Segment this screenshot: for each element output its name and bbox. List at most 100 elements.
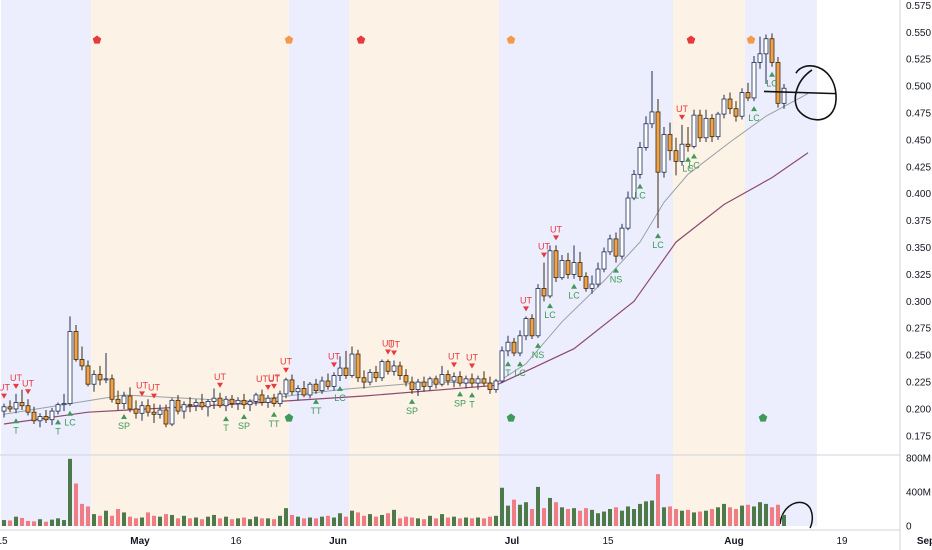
volume-bar-125 bbox=[752, 506, 756, 526]
candle-body-12 bbox=[73, 331, 79, 360]
signal-26: T bbox=[505, 361, 511, 378]
candle-body-9 bbox=[55, 404, 61, 412]
pentagon-6 bbox=[284, 413, 294, 422]
candle-body-109 bbox=[655, 111, 661, 173]
band-3 bbox=[349, 0, 499, 526]
volume-bar-108 bbox=[650, 500, 654, 526]
candle-body-28 bbox=[169, 399, 175, 425]
candle-body-72 bbox=[433, 378, 439, 385]
price-tick-5: 0.450 bbox=[906, 135, 931, 146]
candle-body-116 bbox=[697, 114, 703, 139]
signal-label-26: T bbox=[505, 368, 511, 378]
candle-body-41 bbox=[247, 401, 253, 406]
volume-bar-66 bbox=[398, 518, 402, 526]
volume-bar-21 bbox=[128, 516, 132, 526]
candle-41 bbox=[247, 399, 253, 412]
volume-bar-124 bbox=[746, 504, 750, 526]
volume-bar-44 bbox=[266, 518, 270, 526]
candle-body-52 bbox=[313, 383, 319, 392]
volume-bar-19 bbox=[116, 509, 120, 526]
candle-body-45 bbox=[271, 397, 277, 404]
candle-26 bbox=[157, 404, 163, 419]
signal-arrow-27 bbox=[517, 361, 523, 367]
candle-body-83 bbox=[499, 350, 505, 382]
candle-body-35 bbox=[211, 397, 217, 402]
pentagon-1 bbox=[284, 35, 294, 44]
grid bbox=[0, 0, 901, 550]
volume-bar-8 bbox=[50, 519, 54, 526]
candle-18 bbox=[109, 374, 115, 403]
candle-body-118 bbox=[709, 117, 715, 138]
candle-body-119 bbox=[715, 113, 721, 138]
volume-bar-109 bbox=[656, 474, 660, 526]
price-tick-13: 0.250 bbox=[906, 351, 931, 362]
candle-59 bbox=[355, 349, 361, 383]
candle-42 bbox=[253, 392, 259, 406]
hand-drawn-annotation bbox=[763, 65, 837, 529]
candle-body-113 bbox=[679, 143, 685, 162]
candle-body-54 bbox=[325, 380, 331, 387]
signal-label-5: LC bbox=[64, 418, 76, 428]
candle-body-100 bbox=[601, 251, 607, 270]
signal-label-17: UT bbox=[328, 351, 340, 361]
volume-bar-5 bbox=[32, 521, 36, 526]
signal-arrow-4 bbox=[55, 419, 61, 425]
volume-bar-95 bbox=[572, 508, 576, 526]
volume-bar-129 bbox=[776, 504, 780, 526]
candle-body-53 bbox=[319, 380, 325, 392]
signal-29: NS bbox=[532, 342, 544, 360]
candle-body-8 bbox=[49, 410, 55, 421]
candle-129 bbox=[775, 57, 781, 108]
candle-body-127 bbox=[763, 38, 769, 55]
candle-64 bbox=[385, 359, 391, 375]
volume-bar-26 bbox=[158, 516, 162, 526]
candle-body-1 bbox=[7, 406, 13, 410]
signal-label-28: UT bbox=[520, 295, 532, 305]
candle-body-19 bbox=[115, 398, 121, 404]
candle-body-68 bbox=[409, 381, 415, 390]
signal-arrow-39 bbox=[691, 153, 697, 159]
candle-47 bbox=[283, 377, 289, 399]
signal-35: LC bbox=[634, 183, 646, 201]
candle-31 bbox=[187, 397, 193, 413]
volume-bar-41 bbox=[248, 519, 252, 526]
candle-72 bbox=[433, 375, 439, 389]
candle-body-101 bbox=[607, 238, 613, 253]
signal-38: LC bbox=[682, 156, 694, 174]
candle-78 bbox=[469, 373, 475, 388]
signal-label-25: T bbox=[469, 399, 475, 409]
candle-35 bbox=[211, 388, 217, 409]
pentagon-7 bbox=[506, 413, 516, 422]
volume-bar-45 bbox=[272, 519, 276, 526]
candle-79 bbox=[475, 375, 481, 390]
candle-90 bbox=[541, 262, 547, 302]
candle-95 bbox=[571, 245, 577, 279]
candle-1 bbox=[7, 400, 13, 413]
signal-14: UT bbox=[280, 357, 292, 373]
band-1 bbox=[91, 0, 289, 526]
candle-body-13 bbox=[79, 359, 85, 367]
candle-body-46 bbox=[277, 393, 283, 404]
candle-106 bbox=[637, 142, 643, 179]
signal-label-11: SP bbox=[238, 421, 250, 431]
signal-17: UT bbox=[328, 351, 340, 368]
signal-label-4: T bbox=[55, 426, 61, 436]
candle-119 bbox=[715, 111, 721, 140]
time-tick-5: 15 bbox=[602, 536, 614, 547]
candle-46 bbox=[277, 390, 283, 407]
candle-body-107 bbox=[643, 123, 649, 148]
volume-bar-4 bbox=[26, 520, 30, 526]
signal-label-22: UT bbox=[448, 351, 460, 361]
candle-body-40 bbox=[241, 399, 247, 406]
price-tick-12: 0.275 bbox=[906, 324, 931, 335]
candle-39 bbox=[235, 397, 241, 411]
candle-body-106 bbox=[637, 147, 643, 175]
volume-tick-1: 400M bbox=[906, 488, 931, 499]
signal-label-3: T bbox=[13, 425, 19, 435]
candle-112 bbox=[673, 137, 679, 176]
candle-body-56 bbox=[337, 367, 343, 376]
candle-75 bbox=[451, 372, 457, 388]
volume-bar-111 bbox=[668, 506, 672, 526]
price-tick-14: 0.225 bbox=[906, 378, 931, 389]
